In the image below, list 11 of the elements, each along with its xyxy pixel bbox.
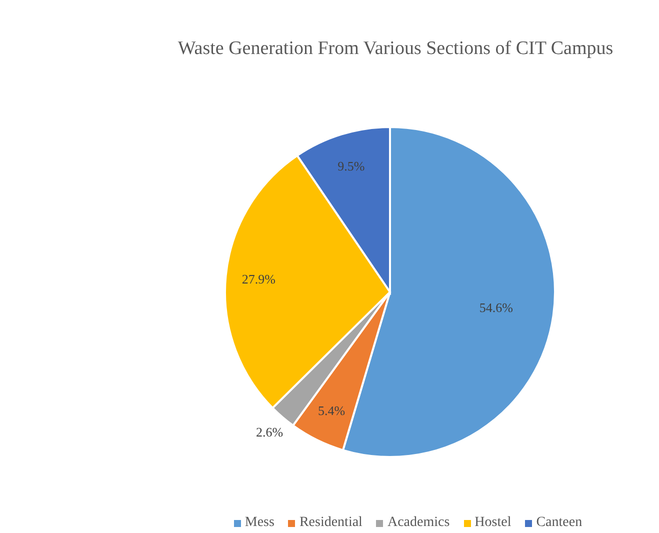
legend-label: Mess bbox=[244, 515, 274, 531]
legend-label: Hostel bbox=[474, 515, 512, 531]
legend-label: Academics bbox=[387, 515, 450, 531]
data-label: 9.5% bbox=[338, 158, 365, 174]
data-label: 27.9% bbox=[242, 272, 276, 287]
data-label: 54.6% bbox=[479, 300, 514, 315]
data-label: 5.4% bbox=[318, 402, 346, 418]
legend-label: Canteen bbox=[536, 515, 582, 531]
data-label: 2.6% bbox=[256, 424, 284, 440]
chart-title: Waste Generation From Various Sections of CIT Campus bbox=[176, 38, 614, 60]
legend-label: Residential bbox=[299, 515, 362, 531]
